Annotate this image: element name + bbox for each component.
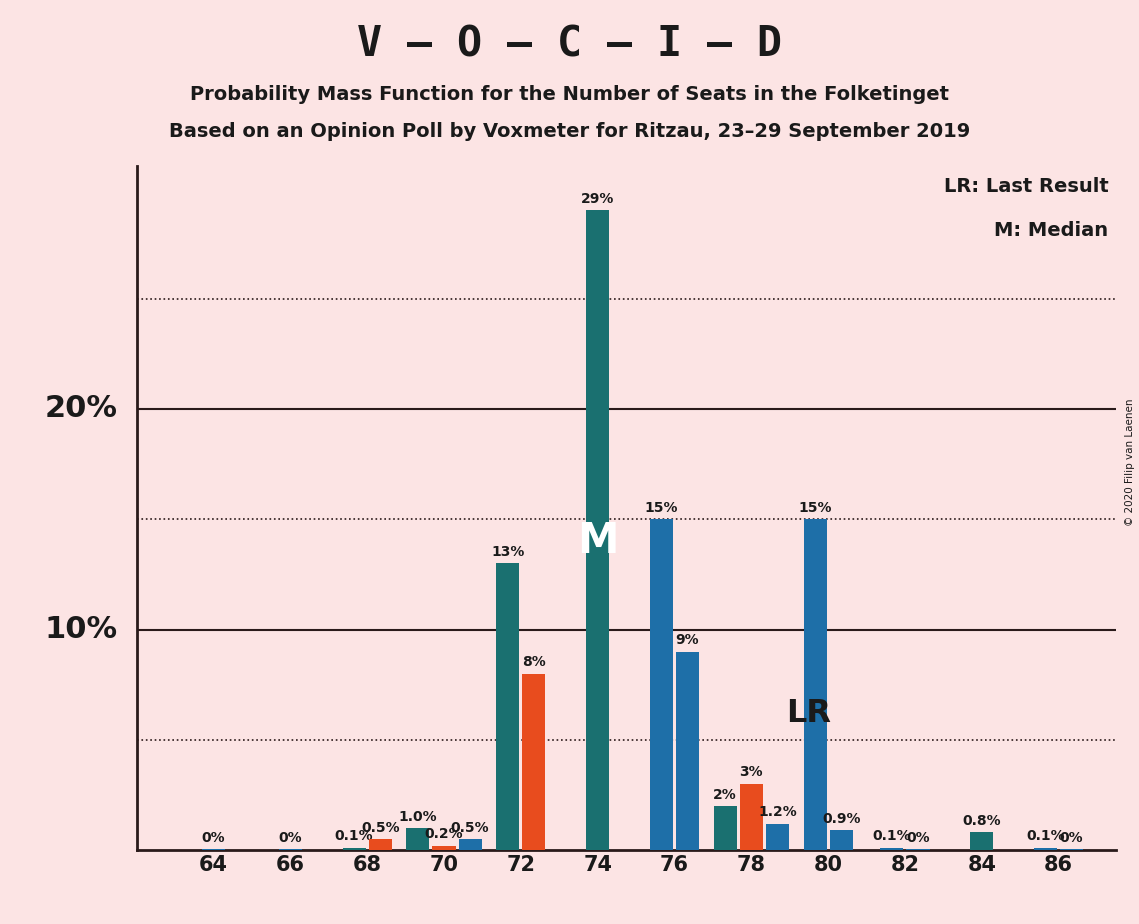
Bar <box>739 784 763 850</box>
Bar <box>587 211 609 850</box>
Text: M: M <box>576 520 618 563</box>
Bar <box>369 839 392 850</box>
Text: V – O – C – I – D: V – O – C – I – D <box>357 23 782 65</box>
Bar <box>765 823 789 850</box>
Bar <box>343 848 366 850</box>
Text: Based on an Opinion Poll by Voxmeter for Ritzau, 23–29 September 2019: Based on an Opinion Poll by Voxmeter for… <box>169 122 970 141</box>
Text: 0.9%: 0.9% <box>822 812 860 826</box>
Bar <box>279 849 302 850</box>
Text: 20%: 20% <box>44 395 117 423</box>
Bar <box>433 845 456 850</box>
Bar <box>459 839 482 850</box>
Bar <box>523 674 546 850</box>
Bar <box>202 849 226 850</box>
Bar <box>650 519 673 850</box>
Text: LR: Last Result: LR: Last Result <box>944 177 1108 196</box>
Text: 0.1%: 0.1% <box>1026 830 1065 844</box>
Text: 1.2%: 1.2% <box>759 805 797 820</box>
Text: 0%: 0% <box>907 831 929 845</box>
Bar <box>497 564 519 850</box>
Text: 10%: 10% <box>44 615 117 644</box>
Text: © 2020 Filip van Laenen: © 2020 Filip van Laenen <box>1125 398 1134 526</box>
Bar <box>829 831 853 850</box>
Bar <box>907 849 929 850</box>
Bar <box>714 806 737 850</box>
Bar <box>803 519 827 850</box>
Bar <box>970 833 993 850</box>
Text: 0.5%: 0.5% <box>361 821 400 834</box>
Text: 1.0%: 1.0% <box>399 809 437 823</box>
Text: 0.8%: 0.8% <box>962 814 1001 828</box>
Text: M: Median: M: Median <box>994 222 1108 240</box>
Text: 13%: 13% <box>491 545 524 559</box>
Text: 8%: 8% <box>522 655 546 669</box>
Text: 0.1%: 0.1% <box>872 830 911 844</box>
Text: 0.5%: 0.5% <box>451 821 490 834</box>
Text: 9%: 9% <box>675 633 699 647</box>
Text: LR: LR <box>786 698 831 729</box>
Bar <box>1034 848 1057 850</box>
Bar <box>407 828 429 850</box>
Text: 0%: 0% <box>1060 831 1083 845</box>
Bar <box>1060 849 1083 850</box>
Text: 15%: 15% <box>645 501 678 515</box>
Text: 2%: 2% <box>713 787 737 801</box>
Text: 3%: 3% <box>739 765 763 780</box>
Text: 0.1%: 0.1% <box>335 830 374 844</box>
Text: 15%: 15% <box>798 501 831 515</box>
Text: Probability Mass Function for the Number of Seats in the Folketinget: Probability Mass Function for the Number… <box>190 85 949 104</box>
Text: 0.2%: 0.2% <box>425 827 464 841</box>
Text: 0%: 0% <box>202 831 226 845</box>
Text: 0%: 0% <box>279 831 302 845</box>
Bar <box>677 651 699 850</box>
Bar <box>880 848 903 850</box>
Text: 29%: 29% <box>581 192 614 206</box>
